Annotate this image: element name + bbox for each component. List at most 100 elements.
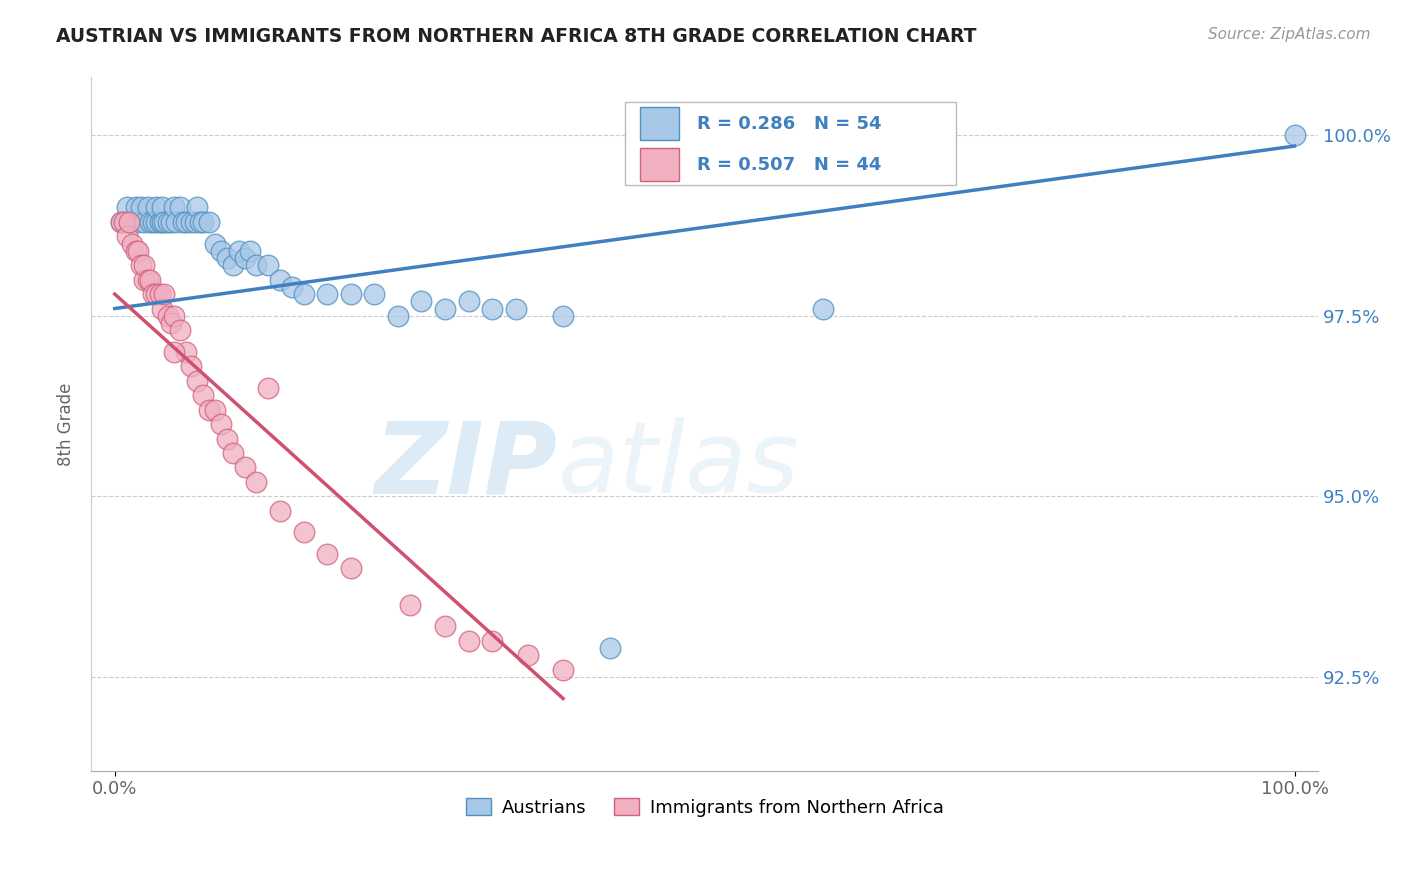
- Point: [148, 287, 170, 301]
- Point: [180, 215, 202, 229]
- Point: [193, 388, 215, 402]
- Text: R = 0.507   N = 44: R = 0.507 N = 44: [697, 156, 882, 175]
- Text: Source: ZipAtlas.com: Source: ZipAtlas.com: [1208, 27, 1371, 42]
- Point: [292, 525, 315, 540]
- Point: [245, 475, 267, 489]
- Point: [387, 309, 409, 323]
- FancyBboxPatch shape: [624, 102, 956, 185]
- Point: [148, 215, 170, 229]
- Point: [280, 280, 302, 294]
- Text: R = 0.286   N = 54: R = 0.286 N = 54: [697, 115, 882, 133]
- Point: [125, 201, 148, 215]
- Point: [163, 309, 186, 323]
- Point: [292, 287, 315, 301]
- Point: [1284, 128, 1306, 143]
- Point: [209, 417, 232, 431]
- Point: [174, 344, 197, 359]
- Bar: [640, 106, 679, 140]
- Point: [363, 287, 385, 301]
- Point: [204, 236, 226, 251]
- Point: [257, 258, 280, 272]
- Point: [121, 215, 143, 229]
- Point: [516, 648, 538, 662]
- Text: atlas: atlas: [557, 417, 799, 514]
- Point: [110, 215, 132, 229]
- Point: [398, 598, 420, 612]
- Point: [228, 244, 250, 258]
- Point: [198, 402, 221, 417]
- Point: [115, 229, 138, 244]
- Point: [150, 215, 173, 229]
- Point: [145, 215, 167, 229]
- Point: [136, 201, 159, 215]
- Point: [153, 215, 176, 229]
- Point: [193, 215, 215, 229]
- Point: [269, 504, 291, 518]
- Point: [186, 201, 208, 215]
- Point: [434, 619, 457, 633]
- Point: [233, 251, 256, 265]
- Point: [215, 432, 238, 446]
- Point: [551, 663, 574, 677]
- Point: [481, 633, 503, 648]
- Point: [150, 201, 173, 215]
- Point: [165, 215, 187, 229]
- Text: ZIP: ZIP: [374, 417, 557, 514]
- Point: [160, 316, 183, 330]
- Point: [121, 236, 143, 251]
- Point: [134, 215, 156, 229]
- Point: [457, 633, 479, 648]
- Point: [180, 359, 202, 374]
- Point: [125, 244, 148, 258]
- Point: [115, 201, 138, 215]
- Point: [160, 215, 183, 229]
- Point: [127, 244, 149, 258]
- Point: [145, 287, 167, 301]
- Point: [457, 294, 479, 309]
- Point: [139, 215, 162, 229]
- Point: [599, 640, 621, 655]
- Point: [233, 460, 256, 475]
- Point: [198, 215, 221, 229]
- Point: [169, 201, 191, 215]
- Point: [129, 201, 152, 215]
- Point: [411, 294, 433, 309]
- Point: [153, 287, 176, 301]
- Point: [141, 215, 163, 229]
- Point: [209, 244, 232, 258]
- Point: [339, 561, 361, 575]
- Point: [156, 309, 179, 323]
- Point: [174, 215, 197, 229]
- Point: [112, 215, 135, 229]
- Point: [134, 258, 156, 272]
- Point: [163, 201, 186, 215]
- Point: [150, 301, 173, 316]
- Point: [139, 272, 162, 286]
- Point: [172, 215, 194, 229]
- Point: [156, 215, 179, 229]
- Point: [188, 215, 211, 229]
- Point: [245, 258, 267, 272]
- Point: [186, 374, 208, 388]
- Point: [204, 402, 226, 417]
- Point: [551, 309, 574, 323]
- Point: [481, 301, 503, 316]
- Point: [136, 272, 159, 286]
- Point: [811, 301, 834, 316]
- Point: [145, 201, 167, 215]
- Point: [505, 301, 527, 316]
- Point: [239, 244, 262, 258]
- Point: [118, 215, 141, 229]
- Point: [110, 215, 132, 229]
- Text: AUSTRIAN VS IMMIGRANTS FROM NORTHERN AFRICA 8TH GRADE CORRELATION CHART: AUSTRIAN VS IMMIGRANTS FROM NORTHERN AFR…: [56, 27, 977, 45]
- Point: [163, 344, 186, 359]
- Point: [316, 287, 339, 301]
- Point: [184, 215, 207, 229]
- Point: [269, 272, 291, 286]
- Bar: [640, 148, 679, 181]
- Point: [257, 381, 280, 395]
- Point: [434, 301, 457, 316]
- Point: [127, 215, 149, 229]
- Point: [215, 251, 238, 265]
- Legend: Austrians, Immigrants from Northern Africa: Austrians, Immigrants from Northern Afri…: [458, 791, 950, 824]
